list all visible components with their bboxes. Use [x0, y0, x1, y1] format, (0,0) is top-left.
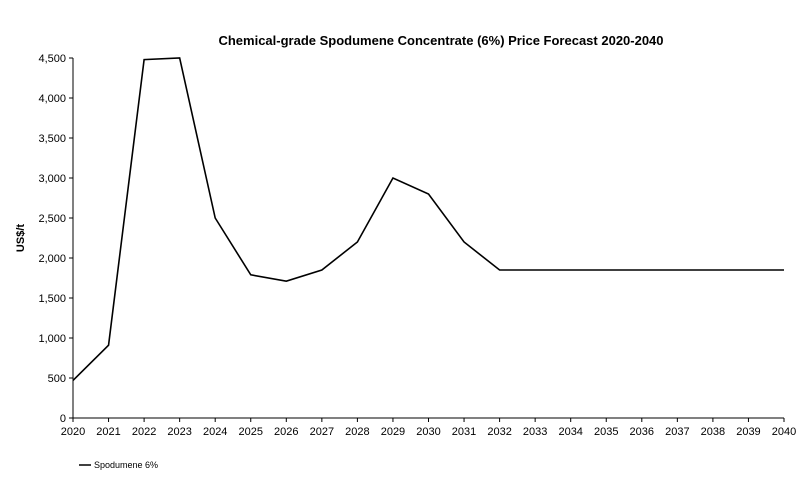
y-tick-label: 4,000 — [38, 93, 66, 105]
y-tick-label: 1,000 — [38, 333, 66, 345]
series-layer — [72, 57, 784, 381]
y-tick-label: 0 — [60, 413, 66, 425]
x-tick-label: 2021 — [96, 426, 120, 438]
x-tick-label: 2036 — [630, 426, 654, 438]
x-tick-label: 2034 — [558, 426, 582, 438]
x-tick-label: 2040 — [772, 426, 796, 438]
y-tick-label: 2,000 — [38, 253, 66, 265]
y-tick-label: 3,000 — [38, 173, 66, 185]
x-tick-label: 2031 — [452, 426, 476, 438]
x-tick-label: 2032 — [487, 426, 511, 438]
x-tick-label: 2030 — [416, 426, 440, 438]
x-tick-label: 2023 — [167, 426, 191, 438]
x-tick-label: 2039 — [736, 426, 760, 438]
x-tick-label: 2027 — [310, 426, 334, 438]
y-tick-label: 3,500 — [38, 133, 66, 145]
y-tick-label: 500 — [48, 373, 66, 385]
x-tick-label: 2038 — [701, 426, 725, 438]
x-axis-ticks: 2020 2021 2022 2023 2024 2025 2026 2027 2028 2029… — [61, 418, 796, 438]
x-tick-label: 2037 — [665, 426, 689, 438]
y-tick-label: 2,500 — [38, 213, 66, 225]
x-tick-label: 2026 — [274, 426, 298, 438]
x-tick-label: 2035 — [594, 426, 618, 438]
x-tick-label: 2033 — [523, 426, 547, 438]
y-tick-label: 4,500 — [38, 53, 66, 65]
legend: Spodumene 6% — [79, 460, 158, 470]
legend-label-spodumene: Spodumene 6% — [94, 460, 158, 470]
y-axis-ticks: 0 500 1,000 1,500 2,000 2,500 3,000 3,500 4,000 4… — [38, 53, 73, 425]
y-axis-label: US$/t — [15, 224, 27, 252]
x-tick-label: 2028 — [345, 426, 369, 438]
x-tick-label: 2022 — [132, 426, 156, 438]
x-tick-label: 2020 — [61, 426, 85, 438]
x-tick-label: 2025 — [239, 426, 263, 438]
x-tick-label: 2024 — [203, 426, 227, 438]
y-tick-label: 1,500 — [38, 293, 66, 305]
chart-title: Chemical-grade Spodumene Concentrate (6%… — [218, 33, 663, 48]
x-tick-label: 2029 — [381, 426, 405, 438]
series-line-spodumene — [72, 57, 784, 381]
